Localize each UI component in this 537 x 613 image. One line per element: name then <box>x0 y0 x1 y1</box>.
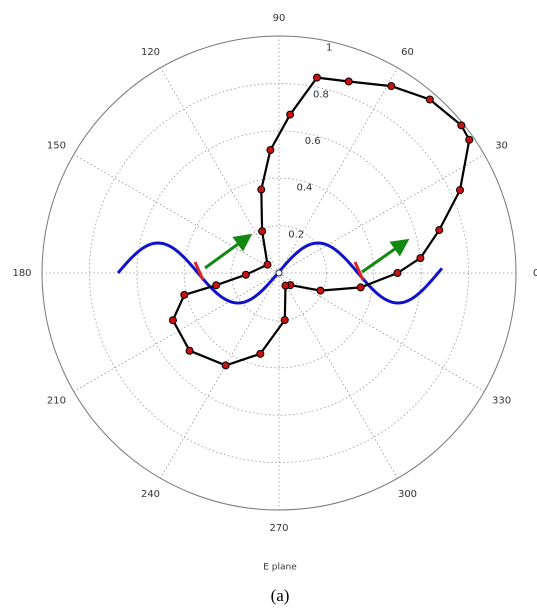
grid-spoke <box>73 154 280 274</box>
grid-spoke <box>160 67 280 274</box>
data-point <box>221 361 230 370</box>
data-point <box>425 95 434 104</box>
data-point <box>312 73 321 82</box>
theta-tick-label: 60 <box>401 47 414 58</box>
grid-spoke <box>278 154 485 274</box>
center-dot <box>275 269 283 277</box>
grid-circle <box>183 177 375 369</box>
r-tick-label: 0.4 <box>297 183 313 194</box>
data-point <box>457 121 466 130</box>
theta-tick-label: 240 <box>141 489 160 500</box>
arrow <box>204 233 253 270</box>
data-point <box>356 283 365 292</box>
data-point <box>263 260 272 269</box>
data-point <box>416 254 425 263</box>
theta-tick-label: 0 <box>533 268 537 279</box>
data-point <box>435 226 444 235</box>
data-point <box>387 82 396 91</box>
wave-mark <box>353 261 365 281</box>
theta-tick-label: 90 <box>273 13 286 24</box>
data-point <box>286 110 295 119</box>
caption: (a) <box>271 586 290 605</box>
data-point <box>281 281 290 290</box>
r-tick-label: 1 <box>326 43 332 54</box>
theta-tick-label: 120 <box>141 47 160 58</box>
series-line <box>171 76 471 367</box>
theta-tick-label: 330 <box>492 396 511 407</box>
grid-spoke <box>278 67 398 274</box>
wave-mark <box>193 261 205 281</box>
data-point <box>185 346 194 355</box>
arrow <box>361 238 410 274</box>
grid-circle <box>231 225 327 321</box>
grid-spoke <box>278 272 485 392</box>
data-point <box>456 186 465 195</box>
grid-spoke <box>73 272 280 392</box>
data-point <box>258 227 267 236</box>
grid-spoke <box>278 272 398 479</box>
r-tick-label: 0.2 <box>288 229 304 240</box>
data-point <box>168 316 177 325</box>
x-axis-label: E plane <box>263 563 297 573</box>
theta-tick-label: 180 <box>12 268 31 279</box>
data-point <box>280 316 289 325</box>
data-point <box>257 185 266 194</box>
data-point <box>212 281 221 290</box>
grid-spoke <box>160 272 280 479</box>
theta-tick-label: 150 <box>47 141 66 152</box>
data-point <box>266 146 275 155</box>
data-point <box>180 290 189 299</box>
data-point <box>256 349 265 358</box>
theta-tick-label: 30 <box>495 141 508 152</box>
grid-circle <box>88 82 470 464</box>
theta-tick-label: 210 <box>47 396 66 407</box>
data-point <box>316 286 325 295</box>
data-point <box>241 270 250 279</box>
grid-circle <box>41 35 517 511</box>
data-point <box>465 135 474 144</box>
data-point <box>344 77 353 86</box>
r-tick-label: 0.6 <box>305 136 321 147</box>
data-point <box>393 269 402 277</box>
theta-tick-label: 270 <box>269 523 288 534</box>
theta-tick-label: 300 <box>398 489 417 500</box>
r-tick-label: 0.8 <box>313 89 329 100</box>
grid-circle <box>136 130 422 416</box>
